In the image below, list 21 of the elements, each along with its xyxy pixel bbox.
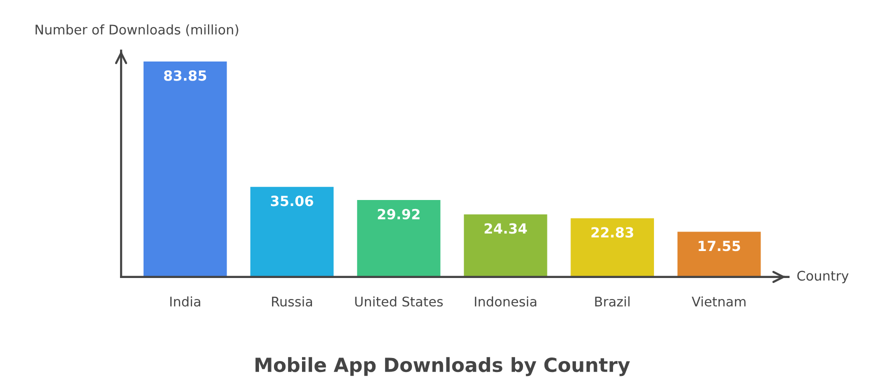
x-tick-label: Russia: [272, 296, 312, 307]
data-label: 24.34: [484, 223, 527, 234]
x-tick-label: Brazil: [595, 296, 630, 307]
x-tick-label: India: [170, 296, 200, 307]
data-label: 29.92: [378, 208, 420, 220]
data-label: 22.83: [591, 227, 634, 238]
data-label: 35.06: [270, 196, 314, 206]
bar: [357, 200, 440, 277]
x-tick-label: United States: [355, 296, 443, 307]
bar: [677, 232, 761, 277]
x-axis-title: Country: [797, 270, 849, 284]
y-axis-title: Number of Downloads (million): [36, 24, 238, 36]
bar: [144, 61, 227, 277]
bar: [250, 186, 334, 277]
text: Mobile App Downloads by Country: [256, 357, 630, 376]
bar: [570, 218, 654, 277]
x-tick-label: Indonesia: [474, 296, 536, 307]
data-label: 83.85: [164, 70, 206, 81]
x-tick-label: Vietnam: [692, 296, 746, 307]
data-label: 17.55: [698, 240, 740, 252]
bar: [464, 214, 548, 277]
